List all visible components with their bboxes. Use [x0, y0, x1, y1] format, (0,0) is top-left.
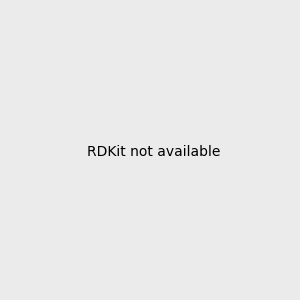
Text: RDKit not available: RDKit not available: [87, 145, 220, 158]
